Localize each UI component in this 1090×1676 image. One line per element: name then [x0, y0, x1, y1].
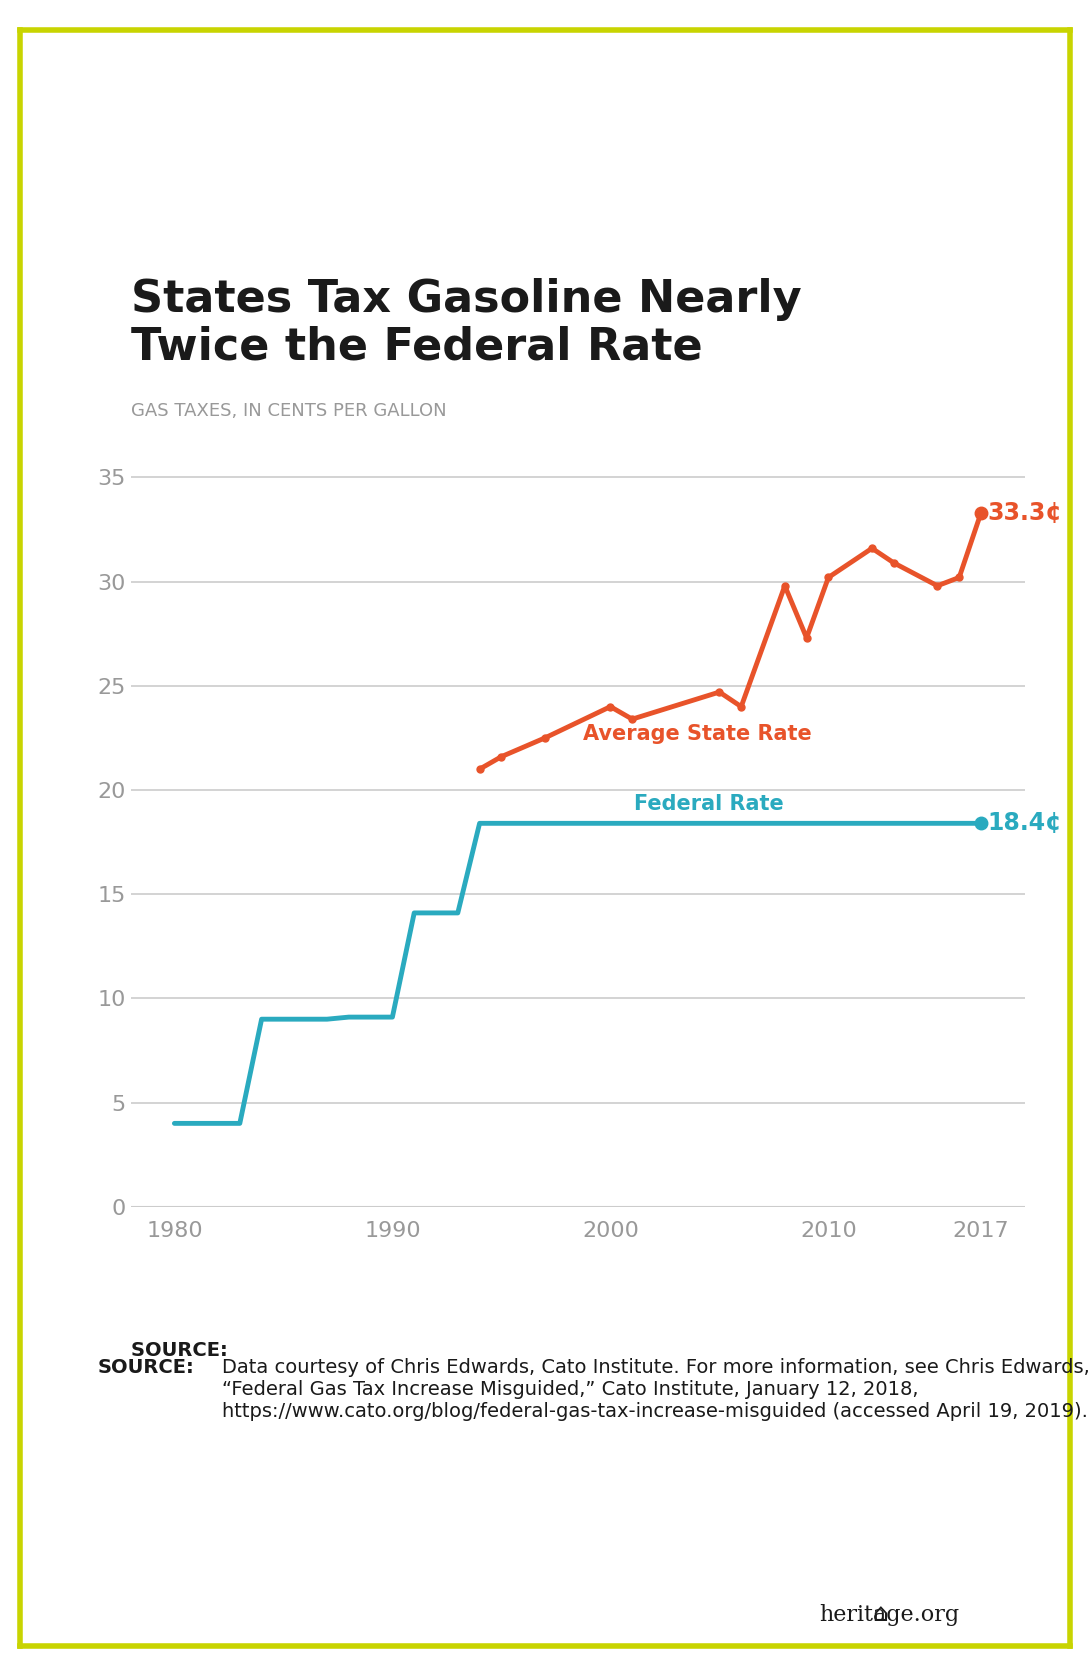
Text: SOURCE:: SOURCE: [98, 1358, 195, 1376]
Text: 33.3¢: 33.3¢ [988, 501, 1063, 525]
Text: heritage.org: heritage.org [819, 1604, 959, 1626]
Text: States Tax Gasoline Nearly
Twice the Federal Rate: States Tax Gasoline Nearly Twice the Fed… [131, 278, 801, 369]
Text: 18.4¢: 18.4¢ [988, 811, 1062, 835]
Text: Data courtesy of Chris Edwards, Cato Institute. For more information, see Chris : Data courtesy of Chris Edwards, Cato Ins… [221, 1358, 1090, 1421]
Text: ⌂: ⌂ [872, 1602, 888, 1626]
Text: GAS TAXES, IN CENTS PER GALLON: GAS TAXES, IN CENTS PER GALLON [131, 402, 447, 421]
Text: Federal Rate: Federal Rate [633, 794, 784, 815]
Text: Average State Rate: Average State Rate [583, 724, 812, 744]
Text: SOURCE:: SOURCE: [131, 1341, 234, 1359]
